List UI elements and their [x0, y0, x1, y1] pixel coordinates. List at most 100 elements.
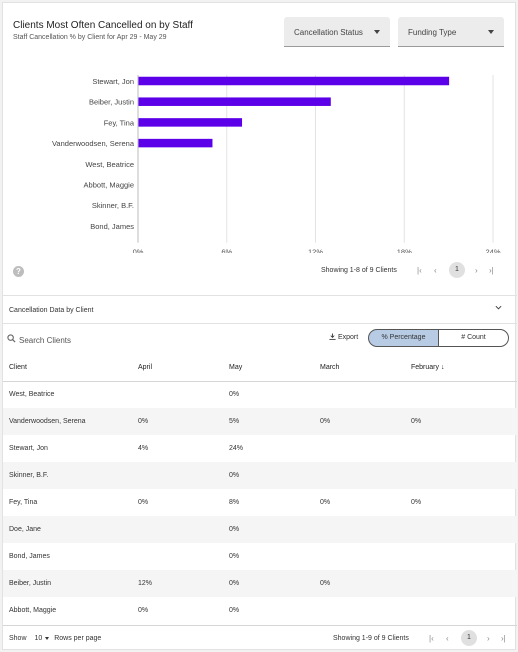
- category-label: Abbott, Maggie: [84, 181, 134, 190]
- chevron-down-icon: [374, 30, 380, 34]
- last-page-icon[interactable]: ›|: [489, 266, 494, 275]
- bar[interactable]: [138, 97, 331, 106]
- value-cell: [320, 597, 411, 624]
- table-pager-status: Showing 1-9 of 9 Clients: [333, 635, 409, 642]
- value-cell: [320, 381, 411, 408]
- first-page-icon[interactable]: |‹: [429, 634, 434, 643]
- column-header-march[interactable]: March: [320, 354, 411, 382]
- rows-per-page-control[interactable]: Show 10 Rows per page: [9, 635, 101, 642]
- client-name-cell: Vanderwoodsen, Serena: [3, 408, 138, 435]
- table-row[interactable]: Bond, James 0%: [3, 543, 517, 570]
- table-row[interactable]: West, Beatrice 0%: [3, 381, 517, 408]
- chevron-down-icon[interactable]: [495, 304, 502, 311]
- bar[interactable]: [138, 76, 450, 86]
- table-row[interactable]: Doe, Jane 0%: [3, 516, 517, 543]
- value-cell: 0%: [138, 408, 229, 435]
- search-icon: [7, 334, 16, 343]
- client-name-cell: Abbott, Maggie: [9, 607, 57, 614]
- client-name-cell: West, Beatrice: [9, 391, 55, 399]
- count-toggle[interactable]: # Count: [438, 329, 509, 347]
- help-icon[interactable]: ?: [13, 266, 24, 277]
- table-row[interactable]: Abbott, Maggie 0% 0%: [3, 597, 517, 624]
- download-icon: [329, 333, 336, 340]
- chart-pager-status: Showing 1-8 of 9 Clients: [321, 267, 397, 274]
- funding-type-label: Funding Type: [408, 28, 457, 37]
- bar[interactable]: [138, 118, 243, 127]
- table-page-number[interactable]: 1: [461, 630, 477, 646]
- value-cell: 12%: [138, 570, 229, 597]
- value-cell: [138, 381, 229, 408]
- client-name-cell: Beiber, Justin: [3, 570, 138, 597]
- value-cell: 5%: [229, 408, 320, 435]
- x-tick-label: 24%: [485, 248, 500, 253]
- value-cell: 8%: [229, 499, 240, 506]
- value-cell: [320, 462, 411, 489]
- value-cell: 0%: [320, 499, 331, 506]
- value-cell: 4%: [138, 445, 149, 452]
- x-tick-label: 18%: [397, 248, 412, 253]
- show-label: Show: [9, 635, 27, 642]
- chevron-down-icon: [488, 30, 494, 34]
- percentage-toggle[interactable]: % Percentage: [368, 329, 439, 347]
- next-page-icon[interactable]: ›: [487, 634, 490, 643]
- table-row[interactable]: Vanderwoodsen, Serena 0% 5% 0% 0%: [3, 408, 517, 435]
- funding-type-select[interactable]: Funding Type: [398, 17, 504, 47]
- column-header-may[interactable]: May: [229, 354, 320, 382]
- value-cell: [138, 516, 229, 543]
- rows-per-page-value: 10: [34, 635, 43, 642]
- client-name-cell: Stewart, Jon: [9, 445, 48, 452]
- last-page-icon[interactable]: ›|: [501, 634, 506, 643]
- value-cell: 0%: [229, 553, 240, 560]
- value-cell: [411, 543, 517, 570]
- cancellation-status-select[interactable]: Cancellation Status: [284, 17, 390, 47]
- value-cell: [138, 462, 229, 489]
- column-header-february-label: February: [411, 363, 440, 371]
- export-label: Export: [337, 334, 359, 341]
- category-label: Stewart, Jon: [92, 77, 134, 86]
- table-row[interactable]: Fey, Tina 0% 8% 0% 0%: [3, 489, 517, 516]
- search-input[interactable]: [19, 333, 219, 347]
- table-row[interactable]: Stewart, Jon 4% 24%: [3, 435, 517, 462]
- sort-desc-icon: ↓: [440, 363, 445, 371]
- value-cell: 0%: [138, 499, 149, 506]
- value-cell: 0%: [229, 516, 320, 543]
- client-name-cell: Bond, James: [9, 553, 50, 560]
- category-label: West, Beatrice: [85, 160, 134, 169]
- value-cell: [320, 516, 411, 543]
- first-page-icon[interactable]: |‹: [417, 266, 422, 275]
- bar[interactable]: [138, 138, 213, 148]
- next-page-icon[interactable]: ›: [475, 266, 478, 275]
- category-label: Skinner, B.F.: [92, 201, 134, 210]
- client-name-cell: Fey, Tina: [9, 499, 38, 506]
- bar-chart: 0% 6% 12% 18% 24% Stewart, Jon Beiber, Justin F…: [52, 75, 501, 253]
- x-tick-label: 12%: [308, 248, 323, 253]
- value-cell: 0%: [320, 570, 411, 597]
- category-label: Vanderwoodsen, Serena: [52, 139, 135, 148]
- value-cell: 0%: [229, 607, 240, 614]
- value-cell: 0%: [229, 391, 240, 399]
- value-cell: 0%: [229, 570, 320, 597]
- chart-page-number[interactable]: 1: [449, 262, 465, 278]
- table-row[interactable]: Skinner, B.F. 0%: [3, 462, 517, 489]
- value-cell: [411, 516, 517, 543]
- value-cell: [138, 543, 229, 570]
- prev-page-icon[interactable]: ‹: [446, 634, 449, 643]
- value-cell: 24%: [229, 445, 244, 452]
- category-label: Beiber, Justin: [89, 98, 134, 107]
- client-table: Client April May March February ↓ West, …: [3, 354, 517, 624]
- value-cell: [320, 543, 411, 570]
- value-cell: [411, 381, 517, 408]
- value-cell: 0%: [411, 408, 517, 435]
- x-tick-label: 6%: [221, 248, 232, 253]
- column-header-february[interactable]: February ↓: [411, 354, 517, 382]
- page-title: Clients Most Often Cancelled on by Staff: [13, 20, 193, 31]
- value-cell: [411, 435, 517, 462]
- x-tick-label: 0%: [133, 248, 144, 253]
- export-button[interactable]: Export: [329, 333, 358, 341]
- column-header-april[interactable]: April: [138, 354, 229, 382]
- prev-page-icon[interactable]: ‹: [434, 266, 437, 275]
- value-cell: 0%: [320, 408, 411, 435]
- table-row[interactable]: Beiber, Justin 12% 0% 0%: [3, 570, 517, 597]
- column-header-client[interactable]: Client: [3, 354, 138, 382]
- cancellation-status-label: Cancellation Status: [294, 28, 363, 37]
